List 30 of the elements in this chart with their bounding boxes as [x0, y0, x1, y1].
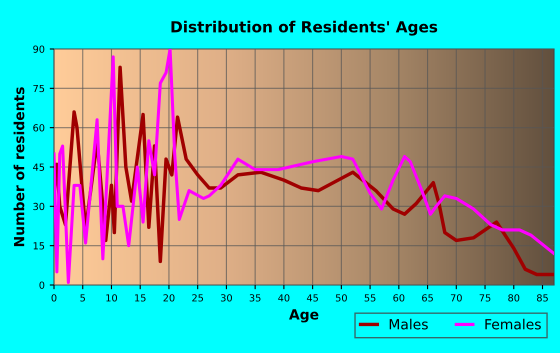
- x-tick-label: 40: [278, 294, 290, 302]
- x-tick-label: 75: [480, 294, 490, 302]
- x-tick-label: 60: [393, 294, 404, 302]
- x-tick-label: 5: [80, 294, 85, 302]
- x-tick-label: 20: [163, 294, 174, 302]
- y-tick-label: 75: [33, 84, 44, 92]
- y-tick-label: 90: [33, 45, 44, 53]
- y-tick-label: 60: [33, 124, 44, 132]
- x-tick-label: 15: [135, 294, 146, 302]
- x-tick-label: 35: [250, 294, 260, 302]
- x-tick-label: 30: [220, 294, 232, 302]
- x-tick-label: 85: [536, 294, 548, 302]
- chart-title: Distribution of Residents' Ages: [171, 20, 438, 36]
- y-axis-title: Number of residents: [14, 87, 24, 246]
- legend-label: Females: [485, 318, 541, 330]
- legend-label: Males: [390, 318, 428, 330]
- x-tick-label: 70: [450, 294, 462, 302]
- y-tick-label: 15: [34, 242, 44, 250]
- x-tick-label: 55: [364, 294, 376, 302]
- x-tick-label: 0: [52, 294, 56, 302]
- x-tick-label: 80: [508, 294, 520, 302]
- y-tick-label: 0: [39, 281, 44, 289]
- x-tick-label: 65: [422, 294, 433, 302]
- x-tick-label: 45: [306, 294, 318, 302]
- x-tick-label: 10: [106, 294, 118, 302]
- y-tick-label: 30: [33, 202, 44, 210]
- x-axis-title: Age: [289, 309, 318, 322]
- x-tick-label: 25: [192, 294, 204, 302]
- x-tick-label: 50: [336, 294, 347, 302]
- y-tick-label: 45: [33, 164, 44, 171]
